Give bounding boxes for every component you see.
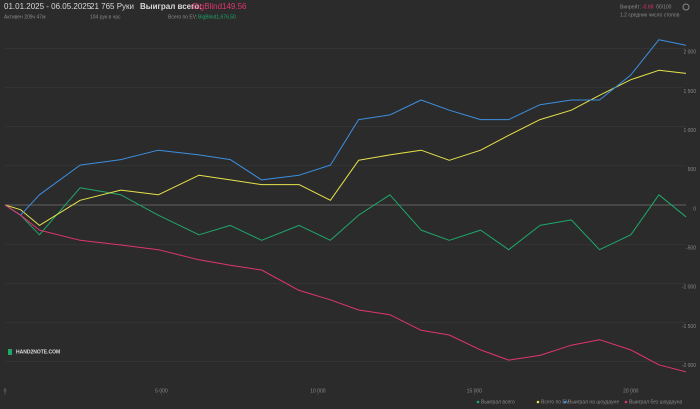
- legend-marker: [563, 400, 567, 404]
- stacks: 1.2 средних число стопов: [620, 12, 680, 18]
- x-tick-label: 5 000: [155, 388, 168, 394]
- x-tick-label: 10 000: [310, 388, 326, 394]
- legend-label: Выиграл всего: [481, 399, 515, 405]
- logo: HAND2NOTE.COM: [16, 349, 60, 355]
- y-tick-label: 1 500: [683, 89, 696, 95]
- series-line: [4, 69, 687, 226]
- y-tick-label: -1 500: [682, 324, 696, 330]
- hands-per-hour: 104 рук в час: [90, 14, 121, 20]
- winrate-value: -0.69: [642, 4, 654, 10]
- series-line: [4, 187, 687, 251]
- y-tick-label: -500: [686, 245, 696, 251]
- y-tick-label: 500: [688, 167, 697, 173]
- won-value: -BigBlind149.56: [190, 2, 247, 11]
- series-line: [4, 39, 687, 216]
- winrate-unit: бб/100: [656, 4, 672, 10]
- y-tick-label: 1 000: [683, 128, 696, 134]
- legend-label: Выиграл на шоудауне: [568, 399, 619, 405]
- y-tick-label: 0: [693, 206, 696, 212]
- hands: 21 765 Руки: [90, 2, 134, 11]
- legend-marker: [624, 400, 628, 404]
- legend-marker: [476, 400, 480, 404]
- date-range: 01.01.2025 - 06.05.2025: [4, 2, 92, 11]
- winrate-label: Винрейт:: [620, 3, 641, 10]
- y-tick-label: 2 000: [683, 50, 696, 56]
- x-tick-label: 20 000: [623, 388, 639, 394]
- ev-label: Всего по EV:: [168, 14, 197, 20]
- y-tick-label: -1 000: [682, 285, 696, 291]
- won-label: Выиграл всего:: [140, 2, 202, 11]
- series-line: [4, 204, 687, 373]
- active-time: Активен 209ч 47м: [4, 14, 46, 20]
- legend-marker: [536, 400, 540, 404]
- x-tick-label: 15 000: [467, 388, 483, 394]
- ev-value: BigBlind1,676.50: [198, 14, 236, 20]
- logo-icon: [8, 349, 12, 355]
- x-tick-label: 0: [4, 388, 7, 394]
- y-tick-label: -2 000: [682, 363, 696, 369]
- legend-label: Всего по EV: [541, 399, 570, 405]
- legend-label: Выиграл без шоудауна: [629, 399, 683, 405]
- settings-icon[interactable]: [682, 3, 690, 11]
